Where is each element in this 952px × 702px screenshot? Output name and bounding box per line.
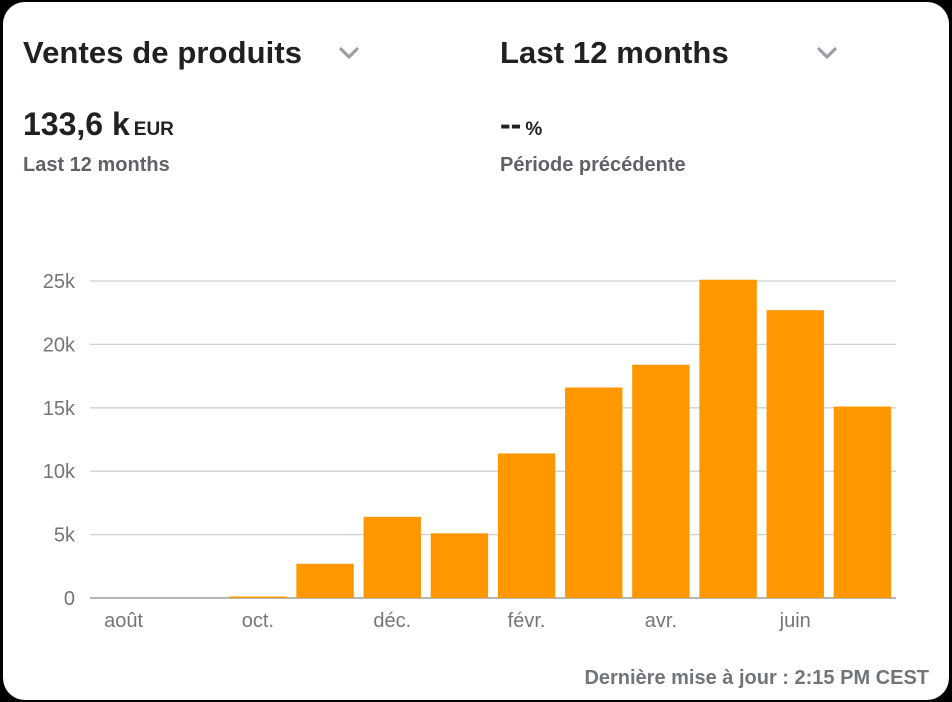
bar bbox=[497, 453, 556, 598]
sales-bar-chart: 0 5k 10k 15k 20k 25k août oct. déc. févr. avr. juin bbox=[43, 271, 896, 632]
x-tick-label: avr. bbox=[645, 610, 677, 632]
x-tick-label: oct. bbox=[242, 610, 274, 632]
chevron-down-icon[interactable] bbox=[338, 46, 360, 60]
metric-selector[interactable]: Ventes de produits bbox=[23, 35, 302, 71]
bar bbox=[229, 596, 287, 598]
total-sales-amount: 133,6 k bbox=[23, 106, 130, 142]
x-tick-label: févr. bbox=[508, 610, 546, 632]
total-sales-unit: EUR bbox=[133, 119, 174, 140]
bar bbox=[699, 279, 757, 598]
bar bbox=[565, 387, 623, 598]
y-tick-label: 10k bbox=[43, 461, 76, 483]
bar bbox=[296, 563, 354, 598]
y-tick-label: 5k bbox=[54, 525, 76, 547]
bar bbox=[766, 310, 824, 598]
total-sales-value: 133,6 k EUR bbox=[23, 106, 174, 143]
bar bbox=[833, 406, 892, 598]
y-tick-label: 0 bbox=[64, 588, 75, 610]
change-amount: -- bbox=[500, 106, 522, 142]
bar bbox=[632, 364, 690, 598]
total-sales-caption: Last 12 months bbox=[23, 154, 170, 176]
chevron-down-icon[interactable] bbox=[816, 46, 838, 60]
x-tick-label: juin bbox=[779, 610, 811, 632]
change-unit: % bbox=[525, 119, 543, 140]
x-tick-label: août bbox=[104, 610, 143, 632]
bar bbox=[430, 533, 489, 598]
change-caption: Période précédente bbox=[500, 154, 686, 176]
y-tick-label: 20k bbox=[43, 334, 76, 356]
y-tick-label: 15k bbox=[43, 398, 76, 420]
bar bbox=[363, 516, 421, 598]
x-tick-label: déc. bbox=[373, 610, 411, 632]
sales-card: Ventes de produits Last 12 months 133,6 … bbox=[3, 2, 949, 700]
change-value: --% bbox=[500, 106, 542, 143]
metric-selector-label: Ventes de produits bbox=[23, 35, 303, 70]
y-tick-label: 25k bbox=[43, 271, 76, 293]
last-updated-text: Dernière mise à jour : 2:15 PM CEST bbox=[584, 667, 929, 689]
period-selector[interactable]: Last 12 months bbox=[500, 35, 729, 71]
period-selector-label: Last 12 months bbox=[500, 35, 729, 70]
